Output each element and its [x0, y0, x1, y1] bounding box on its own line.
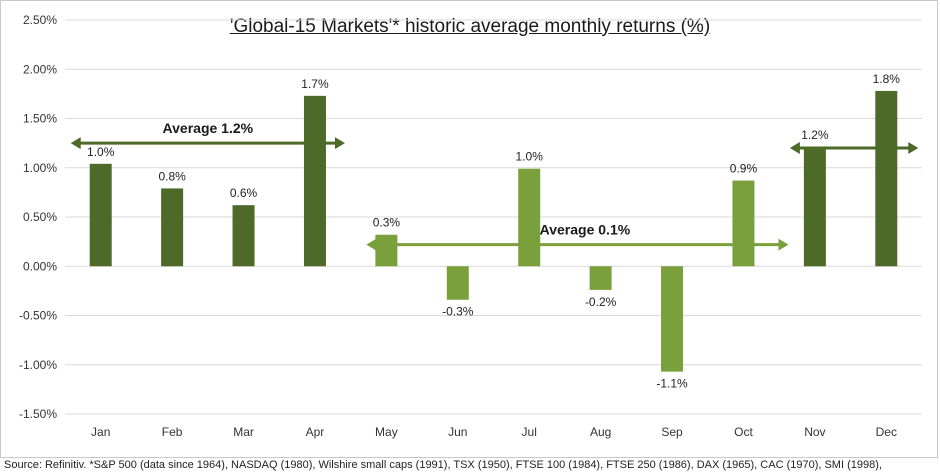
x-tick-label: Apr — [306, 425, 325, 439]
data-label: 1.0% — [516, 150, 544, 164]
x-tick-label: Aug — [590, 425, 611, 439]
bar — [446, 266, 469, 300]
y-tick-label: 2.00% — [23, 62, 57, 76]
x-tick-label: Nov — [804, 425, 825, 439]
y-tick-label: 0.00% — [23, 259, 57, 273]
bar — [303, 95, 326, 267]
data-label: -0.3% — [442, 305, 474, 319]
bar — [803, 147, 826, 267]
y-tick-label: 0.50% — [23, 210, 57, 224]
arrowhead-left — [366, 238, 377, 251]
bar — [732, 180, 755, 267]
source-note: Source: Refinitiv. *S&P 500 (data since … — [4, 459, 882, 471]
data-label: -1.1% — [656, 377, 688, 391]
bar — [875, 90, 898, 267]
x-tick-label: Feb — [162, 425, 183, 439]
y-tick-label: 1.50% — [23, 112, 57, 126]
bar-chart: 2.50% 2.00% 1.50% 1.00% 0.50% 0.00% -0.50% -1.0… — [19, 13, 922, 439]
bar — [375, 234, 398, 267]
x-tick-label: Mar — [233, 425, 254, 439]
data-label: 0.6% — [230, 186, 258, 200]
data-label: -0.2% — [585, 295, 617, 309]
x-tick-label: Sep — [661, 425, 683, 439]
arrowhead-right — [778, 238, 789, 251]
bar — [89, 163, 112, 267]
y-tick-label: -0.50% — [19, 309, 57, 323]
x-tick-label: Jan — [91, 425, 110, 439]
arrowhead-right — [908, 142, 919, 155]
data-label: 1.7% — [301, 77, 329, 91]
bar — [589, 266, 612, 290]
x-tick-label: Oct — [734, 425, 753, 439]
x-tick-label: Jun — [448, 425, 467, 439]
x-tick-label: Dec — [876, 425, 897, 439]
data-label: 0.8% — [158, 169, 186, 183]
bar — [161, 188, 184, 267]
x-tick-label: May — [375, 425, 398, 439]
chart-frame — [0, 0, 938, 458]
y-tick-label: 1.00% — [23, 161, 57, 175]
data-label: 0.3% — [373, 216, 401, 230]
bar — [661, 266, 684, 372]
y-tick-label: -1.50% — [19, 407, 57, 421]
chart-title: 'Global-15 Markets'* historic average mo… — [229, 16, 711, 37]
arrowhead-left — [789, 142, 800, 155]
y-tick-label: -1.00% — [19, 358, 57, 372]
average-label: Average 1.2% — [163, 120, 254, 136]
x-tick-label: Jul — [522, 425, 537, 439]
arrowhead-right — [334, 137, 345, 150]
y-tick-label: 2.50% — [23, 13, 57, 27]
average-label: Average 0.1% — [540, 222, 631, 238]
arrowhead-left — [70, 137, 81, 150]
data-label: 1.0% — [87, 145, 115, 159]
bar — [518, 168, 541, 267]
data-label: 0.9% — [730, 162, 758, 176]
data-label: 1.2% — [801, 128, 829, 142]
data-label: 1.8% — [873, 72, 901, 86]
bar — [232, 205, 255, 267]
